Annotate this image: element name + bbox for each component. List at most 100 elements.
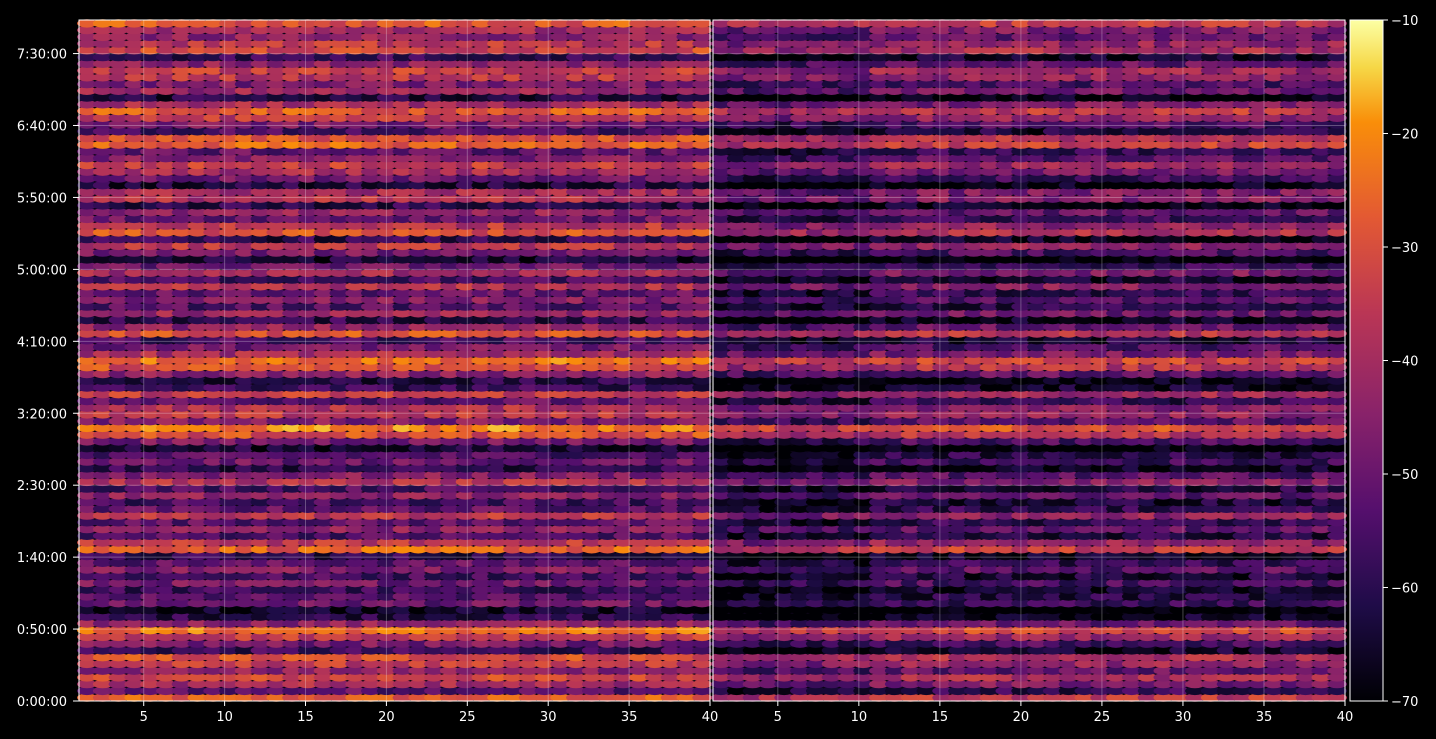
heatmap-cell bbox=[455, 686, 476, 696]
heatmap-cell bbox=[92, 558, 113, 567]
heatmap-cell bbox=[77, 626, 97, 635]
heatmap-cell bbox=[692, 679, 712, 689]
heatmap-cell bbox=[171, 619, 192, 628]
heatmap-cell bbox=[297, 612, 318, 621]
heatmap-cell bbox=[376, 592, 397, 601]
heatmap-cell bbox=[77, 632, 97, 642]
heatmap-cell bbox=[234, 585, 255, 594]
heatmap-cell bbox=[376, 693, 397, 702]
heatmap-cell bbox=[376, 558, 397, 567]
heatmap-cell bbox=[471, 585, 492, 594]
heatmap-cell bbox=[329, 558, 350, 567]
heatmap-cell bbox=[140, 639, 160, 648]
heatmap-cell bbox=[203, 592, 223, 601]
heatmap-cell bbox=[187, 693, 208, 702]
heatmap-cell bbox=[487, 599, 507, 608]
heatmap-cell bbox=[345, 619, 365, 628]
heatmap-cell bbox=[408, 599, 429, 608]
heatmap-cell bbox=[92, 619, 113, 628]
heatmap-cell bbox=[408, 653, 429, 662]
heatmap-cell bbox=[234, 592, 255, 601]
heatmap-cell bbox=[455, 599, 476, 608]
heatmap-cell bbox=[266, 659, 287, 669]
heatmap-cell bbox=[597, 572, 618, 581]
heatmap-cell bbox=[518, 646, 539, 655]
heatmap-cell bbox=[345, 605, 365, 615]
heatmap-cell bbox=[313, 585, 334, 594]
heatmap-cell bbox=[692, 612, 712, 621]
heatmap-cell bbox=[203, 572, 223, 581]
heatmap-cell bbox=[361, 605, 381, 615]
heatmap-cell bbox=[250, 599, 271, 608]
heatmap-cell bbox=[629, 619, 649, 628]
heatmap-cell bbox=[361, 565, 381, 574]
heatmap-cell bbox=[77, 659, 97, 669]
heatmap-cell bbox=[250, 585, 271, 594]
heatmap-cell bbox=[108, 666, 129, 675]
heatmap-cell bbox=[550, 558, 570, 567]
heatmap-cell bbox=[487, 632, 507, 642]
heatmap-cell bbox=[613, 585, 633, 594]
heatmap-cell bbox=[361, 599, 381, 608]
heatmap-cell bbox=[297, 659, 318, 669]
heatmap-cell bbox=[676, 565, 697, 574]
heatmap-cell bbox=[518, 693, 539, 702]
heatmap-cell bbox=[108, 693, 129, 702]
heatmap-cell bbox=[329, 679, 350, 689]
heatmap-cell bbox=[629, 639, 649, 648]
heatmap-cell bbox=[534, 659, 555, 669]
heatmap-cell bbox=[692, 619, 712, 628]
heatmap-cell bbox=[629, 686, 649, 696]
heatmap-cell bbox=[92, 592, 113, 601]
heatmap-cell bbox=[645, 632, 665, 642]
heatmap-cell bbox=[534, 686, 555, 696]
heatmap-cell bbox=[613, 612, 633, 621]
heatmap-cell bbox=[361, 578, 381, 588]
heatmap-cell bbox=[282, 653, 302, 662]
heatmap-cell bbox=[140, 599, 160, 608]
heatmap-cell bbox=[140, 612, 160, 621]
heatmap-cell bbox=[439, 646, 460, 655]
heatmap-cell bbox=[439, 673, 460, 682]
heatmap-cell bbox=[282, 572, 302, 581]
heatmap-cell bbox=[361, 693, 381, 702]
heatmap-cell bbox=[692, 605, 712, 615]
heatmap-cell bbox=[329, 639, 350, 648]
heatmap-cell bbox=[187, 605, 208, 615]
heatmap-cell bbox=[660, 619, 681, 628]
heatmap-cell bbox=[581, 639, 602, 648]
heatmap-cell bbox=[439, 558, 460, 567]
heatmap-cell bbox=[392, 673, 413, 682]
heatmap-cell bbox=[503, 558, 523, 567]
heatmap-cell bbox=[77, 612, 97, 621]
heatmap-cell bbox=[329, 626, 350, 635]
heatmap-cell bbox=[266, 558, 287, 567]
heatmap-cell bbox=[219, 653, 239, 662]
heatmap-cell bbox=[503, 599, 523, 608]
heatmap-cell bbox=[313, 572, 334, 581]
heatmap-cell bbox=[455, 585, 476, 594]
heatmap-cell bbox=[660, 572, 681, 581]
heatmap-cell bbox=[566, 565, 586, 574]
heatmap-cell bbox=[645, 639, 665, 648]
heatmap-cell bbox=[629, 605, 649, 615]
heatmap-cell bbox=[581, 612, 602, 621]
heatmap-cell bbox=[392, 572, 413, 581]
heatmap-cell bbox=[266, 585, 287, 594]
heatmap-cell bbox=[171, 626, 192, 635]
heatmap-cell bbox=[645, 612, 665, 621]
heatmap-cell bbox=[566, 578, 586, 588]
heatmap-cell bbox=[424, 626, 444, 635]
heatmap-cell bbox=[487, 673, 507, 682]
heatmap-cell bbox=[329, 565, 350, 574]
heatmap-cell bbox=[92, 626, 113, 635]
heatmap-cell bbox=[313, 639, 334, 648]
heatmap-cell bbox=[361, 632, 381, 642]
heatmap-cell bbox=[613, 578, 633, 588]
heatmap-cell bbox=[297, 558, 318, 567]
heatmap-cell bbox=[581, 673, 602, 682]
heatmap-cell bbox=[171, 558, 192, 567]
heatmap-cell bbox=[297, 679, 318, 689]
heatmap-cell bbox=[92, 639, 113, 648]
heatmap-cell bbox=[156, 639, 176, 648]
